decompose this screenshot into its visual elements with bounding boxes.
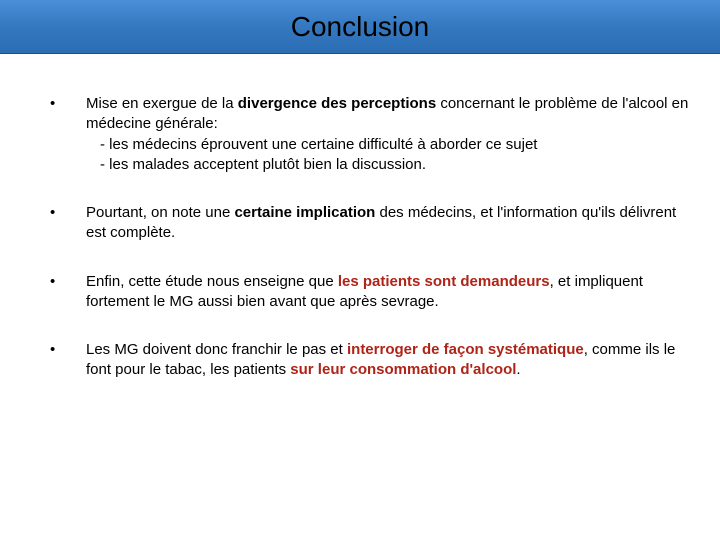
text-run: certaine implication (234, 204, 375, 221)
bullet-item: Les MG doivent donc franchir le pas et i… (50, 340, 690, 381)
text-run: sur leur consommation d'alcool (290, 361, 516, 378)
sub-line: - les malades acceptent plutôt bien la d… (86, 155, 690, 175)
bullet-item: Enfin, cette étude nous enseigne que les… (50, 272, 690, 313)
text-run: Mise en exergue de la (86, 95, 238, 112)
text-run: Les MG doivent donc franchir le pas et (86, 341, 347, 358)
sub-line: - les médecins éprouvent une certaine di… (86, 135, 690, 155)
slide-content: Mise en exergue de la divergence des per… (0, 54, 720, 429)
slide-title: Conclusion (291, 11, 430, 43)
text-run: divergence des perceptions (238, 95, 436, 112)
bullet-item: Mise en exergue de la divergence des per… (50, 94, 690, 175)
bullet-item: Pourtant, on note une certaine implicati… (50, 203, 690, 244)
text-run: . (516, 361, 520, 378)
text-run: les patients sont demandeurs (338, 273, 550, 290)
text-run: Enfin, cette étude nous enseigne que (86, 273, 338, 290)
bullet-list: Mise en exergue de la divergence des per… (50, 94, 690, 381)
slide: Conclusion Mise en exergue de la diverge… (0, 0, 720, 540)
title-bar: Conclusion (0, 0, 720, 54)
text-run: interroger de façon systématique (347, 341, 584, 358)
text-run: Pourtant, on note une (86, 204, 234, 221)
